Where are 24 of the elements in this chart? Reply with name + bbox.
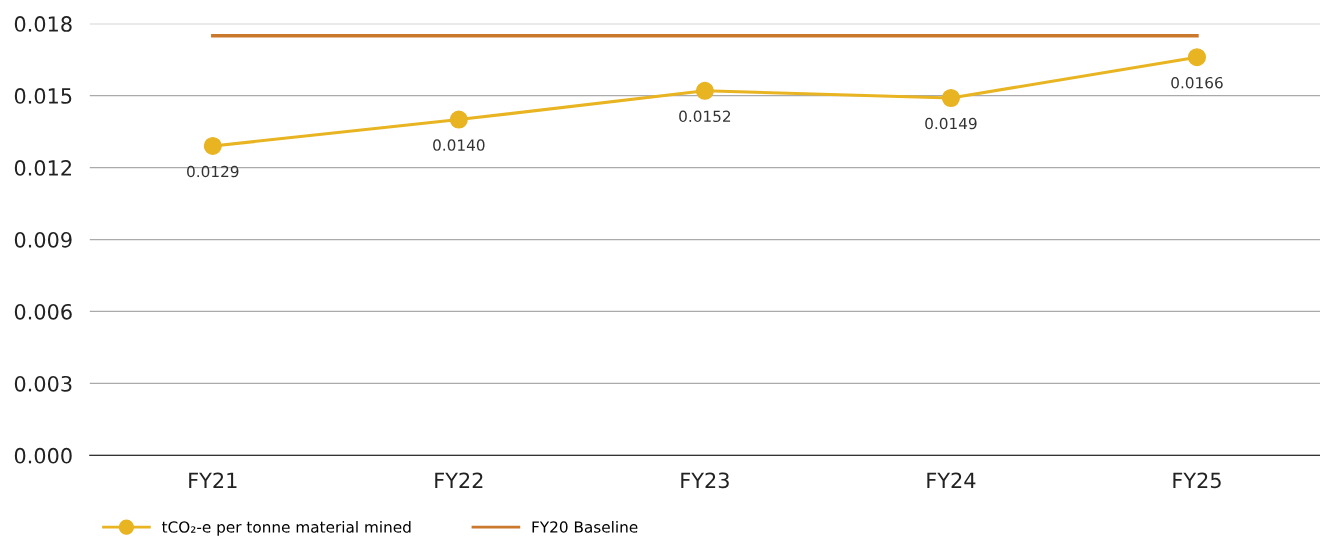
y-tick-label: 0.009 [14, 231, 72, 248]
point [449, 110, 468, 129]
y-tick-label: 0.015 [14, 88, 72, 104]
data-label: 0.0129 [187, 165, 239, 178]
point [203, 136, 222, 156]
y-tick-label: 0.006 [14, 303, 72, 320]
data-label: 0.0152 [679, 110, 731, 123]
point [941, 88, 960, 108]
x-tick-label: FY25 [1173, 472, 1221, 489]
data-label: 0.0166 [1171, 76, 1223, 89]
legend-label: tCO₂-e per tonne material mined [161, 520, 411, 536]
x-tick-label: FY24 [927, 472, 976, 488]
data-label: 0.0149 [925, 117, 977, 130]
data-label: 0.0140 [433, 139, 485, 151]
y-tick-label: 0.012 [14, 160, 72, 176]
x-tick-label: FY23 [681, 472, 729, 489]
y-tick-label: 0.018 [14, 16, 72, 32]
point [1187, 48, 1207, 67]
y-tick-label: 0.000 [14, 447, 72, 464]
point [695, 81, 714, 100]
x-tick-label: FY22 [435, 472, 483, 488]
y-tick-label: 0.003 [14, 375, 72, 392]
x-tick-label: FY21 [189, 472, 237, 488]
legend-label: FY20 Baseline [532, 520, 638, 533]
